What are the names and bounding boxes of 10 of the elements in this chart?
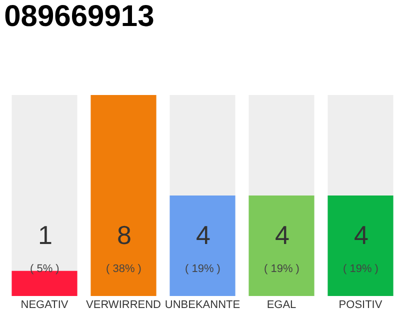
data-label: 4 ( 19% ) (264, 220, 300, 275)
data-label: 4 ( 19% ) (185, 220, 220, 275)
x-tick-label: EGAL (266, 299, 296, 311)
data-label: 4 ( 19% ) (343, 220, 378, 275)
chart-title: 089669913 (4, 0, 154, 33)
x-tick-label: POSITIV (338, 299, 383, 311)
data-label: 8 ( 38% ) (106, 220, 142, 275)
x-tick-label: NEGATIV (20, 299, 69, 311)
x-tick-label: VERWIRREND (86, 299, 162, 311)
x-tick-label: UNBEKANNTE (164, 299, 240, 311)
